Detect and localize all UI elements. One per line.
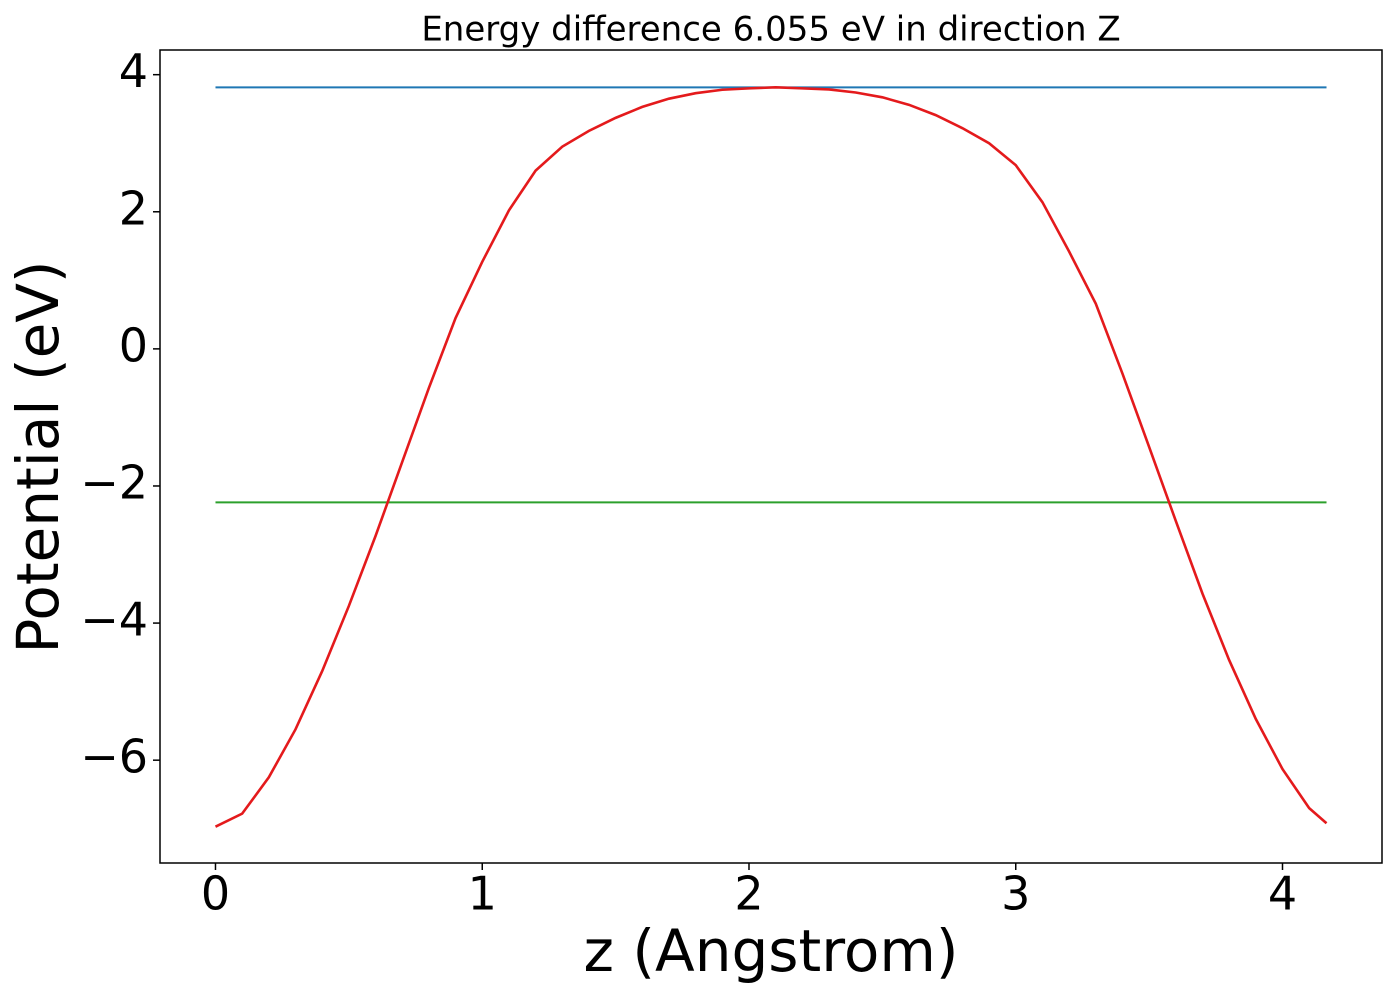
chart-title: Energy difference 6.055 eV in direction … xyxy=(421,10,1120,50)
x-tick-label: 2 xyxy=(734,867,763,921)
y-tick-label: −6 xyxy=(80,730,148,784)
x-axis-label: z (Angstrom) xyxy=(584,917,959,985)
x-tick-label: 4 xyxy=(1268,867,1297,921)
y-axis-label: Potential (eV) xyxy=(4,260,72,653)
y-tick-label: 4 xyxy=(119,44,148,98)
plot-frame xyxy=(159,49,1383,864)
y-tick-label: −2 xyxy=(80,455,148,509)
y-tick-label: 0 xyxy=(119,318,148,372)
line-series xyxy=(214,86,1328,828)
x-tick-label: 3 xyxy=(1001,867,1030,921)
y-tick-label: 2 xyxy=(119,181,148,235)
x-tick-label: 0 xyxy=(201,867,230,921)
y-tick-label: −4 xyxy=(80,593,148,647)
x-tick-label: 1 xyxy=(468,867,497,921)
